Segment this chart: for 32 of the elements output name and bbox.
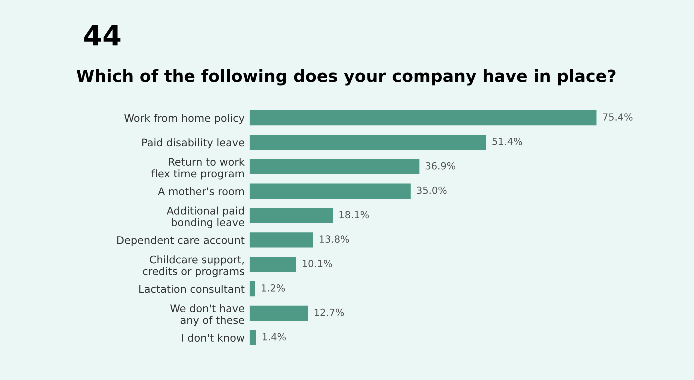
bar [250, 257, 296, 272]
bar [250, 330, 256, 346]
bar [250, 306, 308, 322]
data-label: 1.2% [262, 284, 286, 292]
y-tick-label: Dependent care account [118, 236, 245, 246]
y-tick-label: Paid disability leave [142, 138, 244, 149]
chart-title: Which of the following does your company have in place? [76, 69, 616, 86]
y-tick-label: Work from home policy [124, 114, 245, 124]
data-label: 51.4% [492, 138, 522, 146]
y-tick-label: Childcare support, credits or programs [143, 256, 244, 278]
y-tick-label: I don't know [182, 334, 245, 342]
y-tick-label: Return to work flex time program [152, 158, 245, 180]
y-tick-label: A mother's room [158, 187, 244, 196]
bar [250, 281, 256, 297]
bar [250, 159, 420, 175]
data-label: 1.4% [262, 333, 286, 341]
bar [250, 134, 486, 150]
data-label: 13.8% [320, 236, 350, 244]
data-label: 12.7% [314, 308, 344, 316]
data-label: 36.9% [426, 162, 456, 170]
data-label: 18.1% [340, 211, 370, 219]
text: 44 [84, 25, 121, 46]
data-label: 75.4% [603, 114, 633, 121]
y-tick-label: We don't have any of these [170, 304, 244, 326]
bar [250, 232, 314, 248]
y-tick-label: Lactation consultant [140, 285, 245, 294]
y-tick-label: Additional paid bonding leave [166, 206, 244, 229]
bar [250, 110, 597, 126]
data-label: 35.0% [417, 186, 447, 194]
bar [250, 208, 334, 224]
data-label: 10.1% [302, 260, 332, 268]
bar [250, 184, 411, 199]
